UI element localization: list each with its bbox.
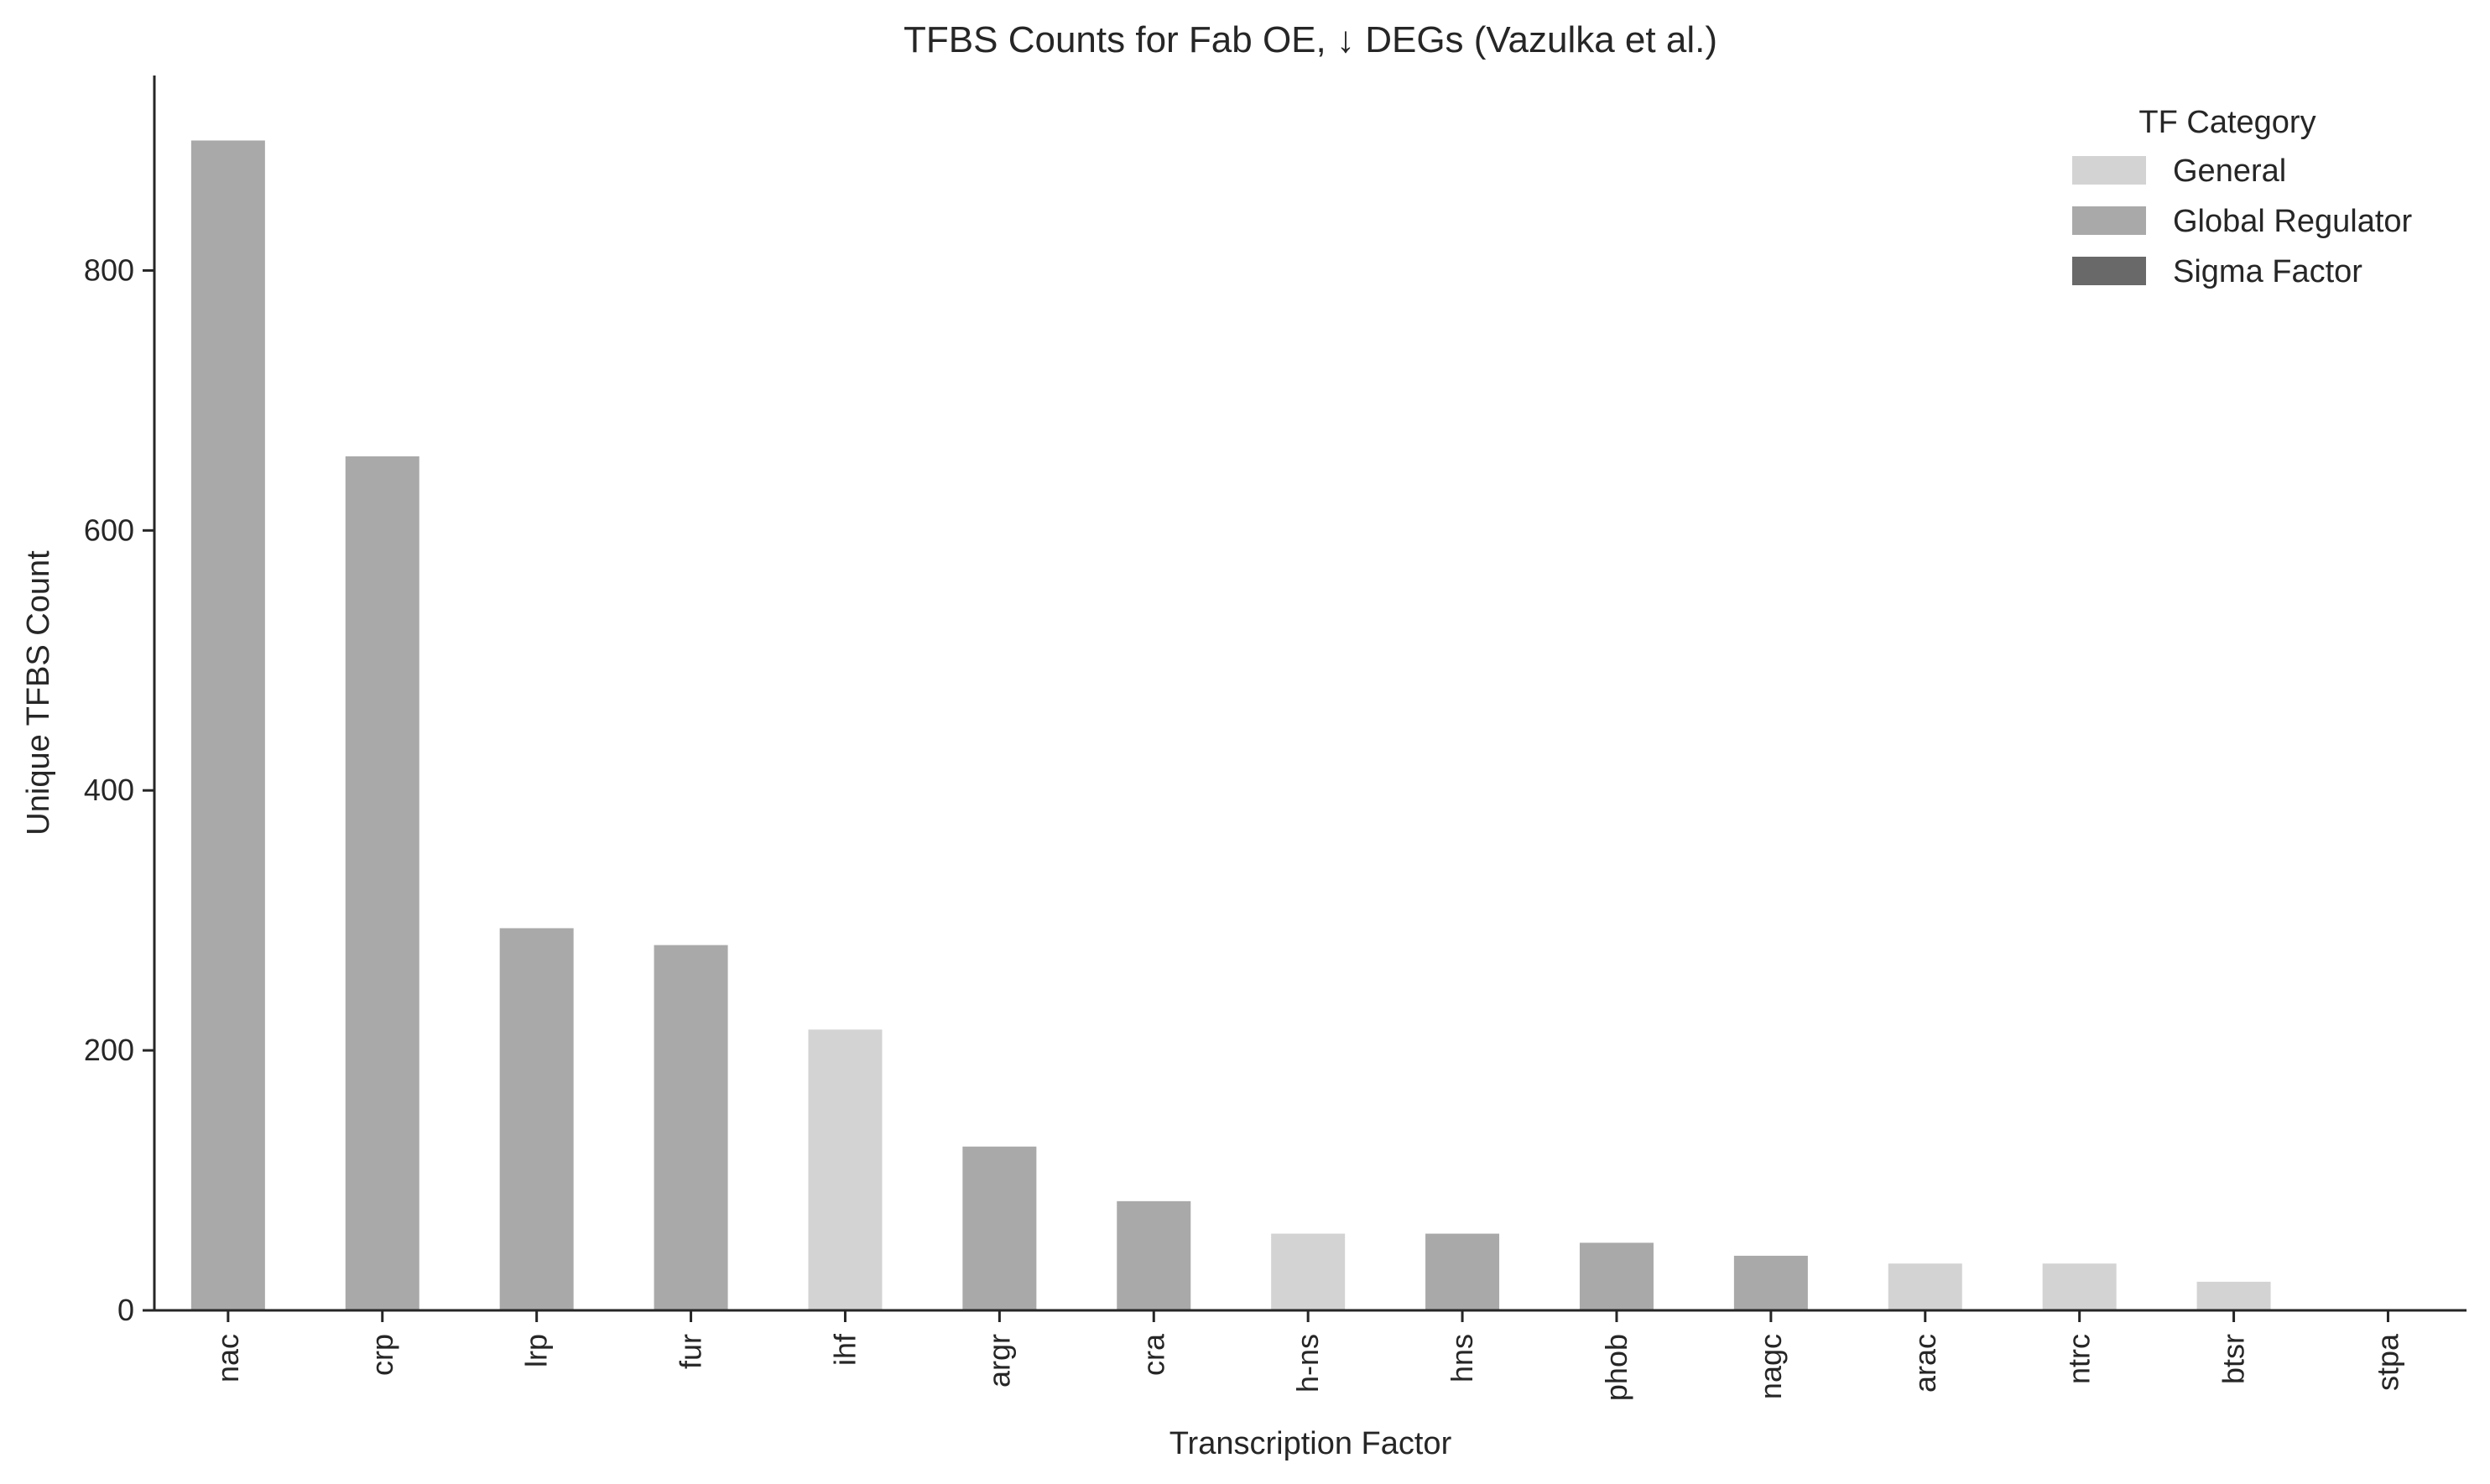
legend-label: General — [2173, 154, 2286, 189]
bar-hns — [1425, 1233, 1500, 1310]
legend: TF Category General Global Regulator Sigma… — [2072, 105, 2413, 289]
x-tick-label-nac: nac — [211, 1334, 245, 1382]
x-tick-label-fur: fur — [674, 1334, 708, 1369]
legend-swatch — [2072, 156, 2146, 185]
x-tick-label-hns: hns — [1445, 1334, 1479, 1382]
chart-title: TFBS Counts for Fab OE, ↓ DEGs (Vazulka … — [904, 19, 1717, 60]
y-tick-label: 200 — [84, 1033, 134, 1067]
legend-label: Global Regulator — [2173, 204, 2413, 239]
bar-fur — [654, 945, 728, 1310]
legend-label: Sigma Factor — [2173, 254, 2362, 289]
legend-title: TF Category — [2138, 105, 2315, 140]
x-tick-label-phob: phob — [1599, 1334, 1633, 1401]
bars-group — [190, 140, 2271, 1311]
x-ticks-group: nac crp lrp fur ihf argr cra h-ns hns phob nagc ara… — [211, 1310, 2404, 1401]
bar-cra — [1117, 1200, 1191, 1310]
x-tick-label-ntrc: ntrc — [2062, 1334, 2097, 1384]
x-tick-label-argr: argr — [982, 1334, 1016, 1388]
x-tick-label-stpa: stpa — [2370, 1333, 2404, 1391]
x-tick-label-ihf: ihf — [827, 1333, 862, 1366]
y-tick-label: 600 — [84, 513, 134, 547]
y-tick-label: 400 — [84, 773, 134, 807]
x-tick-label-btsr: btsr — [2217, 1334, 2251, 1384]
x-tick-label-nagc: nagc — [1753, 1334, 1788, 1399]
bar-crp — [345, 456, 419, 1310]
bar-lrp — [499, 928, 574, 1310]
y-ticks-group: 0 200 400 600 800 — [84, 253, 154, 1327]
bar-ihf — [808, 1029, 883, 1310]
bar-h-ns — [1271, 1233, 1346, 1310]
x-axis-label: Transcription Factor — [1169, 1426, 1452, 1461]
bar-nac — [190, 140, 265, 1311]
y-axis-label: Unique TFBS Count — [21, 550, 56, 836]
y-tick-label: 800 — [84, 253, 134, 287]
y-tick-label: 0 — [117, 1293, 134, 1327]
bar-argr — [962, 1146, 1037, 1310]
x-tick-label-cra: cra — [1136, 1333, 1170, 1376]
x-tick-label-crp: crp — [365, 1334, 399, 1376]
legend-entries: General Global Regulator Sigma Factor — [2072, 154, 2413, 289]
legend-swatch — [2072, 206, 2146, 235]
bar-phob — [1579, 1242, 1654, 1310]
bar-btsr — [2196, 1281, 2271, 1310]
bar-nagc — [1733, 1255, 1808, 1310]
bar-arac — [1888, 1263, 1962, 1310]
x-tick-label-arac: arac — [1908, 1334, 1942, 1393]
x-tick-label-lrp: lrp — [519, 1334, 554, 1367]
x-tick-label-h-ns: h-ns — [1290, 1334, 1325, 1393]
bar-ntrc — [2042, 1263, 2117, 1310]
legend-swatch — [2072, 257, 2146, 285]
